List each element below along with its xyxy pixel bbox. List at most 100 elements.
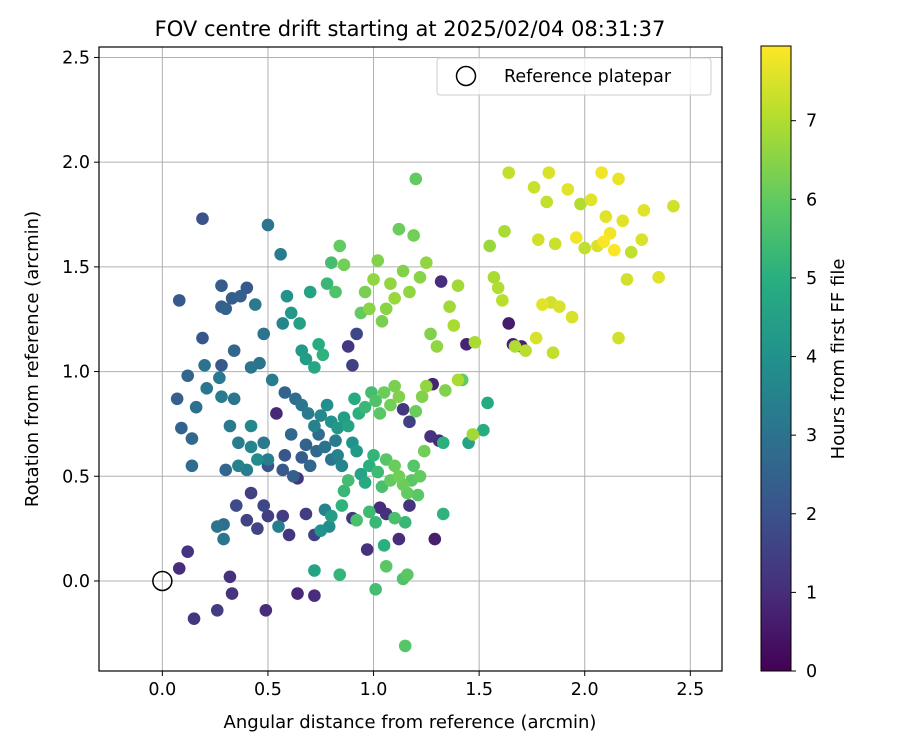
data-point	[652, 271, 665, 284]
data-point	[413, 469, 427, 483]
chart-title: FOV centre drift starting at 2025/02/04 …	[155, 17, 666, 41]
data-point	[172, 562, 186, 575]
data-point	[299, 438, 313, 452]
data-point	[360, 543, 374, 556]
x-tick-label: 1.5	[465, 680, 493, 700]
data-point	[301, 407, 315, 420]
data-point	[396, 402, 410, 416]
data-point	[341, 419, 355, 433]
data-point	[200, 382, 214, 395]
data-point	[388, 379, 401, 393]
plot-frame	[98, 46, 723, 672]
data-point	[278, 386, 292, 399]
data-point	[341, 340, 355, 353]
colorbar-label: Hours from first FF file	[828, 259, 849, 460]
data-point	[424, 327, 437, 341]
data-point	[219, 302, 233, 316]
data-point	[314, 409, 328, 422]
data-point	[373, 407, 387, 420]
data-point	[248, 298, 262, 311]
data-point	[350, 513, 363, 527]
grid	[99, 47, 722, 671]
colorbar-tick-label: 2	[806, 505, 817, 525]
data-point	[308, 589, 321, 602]
data-point	[308, 564, 321, 577]
data-point	[244, 440, 258, 454]
data-point	[388, 511, 401, 525]
legend-entry-label: Reference platepar	[504, 67, 672, 87]
data-point	[369, 583, 382, 596]
data-point	[175, 421, 188, 435]
data-point	[219, 463, 233, 477]
data-point	[308, 419, 321, 433]
reference-marker	[152, 570, 173, 592]
data-point	[409, 405, 423, 418]
data-point	[542, 166, 556, 179]
data-point	[398, 516, 412, 529]
data-point	[369, 516, 382, 529]
data-point	[536, 298, 549, 311]
data-point	[561, 183, 575, 196]
data-point	[240, 513, 254, 527]
data-point	[318, 440, 332, 454]
data-point	[303, 459, 317, 473]
x-tick-label: 2.0	[571, 680, 599, 700]
data-point	[276, 463, 290, 477]
data-point	[232, 459, 245, 473]
data-point	[439, 384, 452, 397]
data-point	[392, 222, 406, 236]
data-point	[217, 532, 230, 546]
data-point	[548, 237, 562, 251]
data-point	[270, 407, 283, 420]
data-point	[257, 436, 271, 450]
data-point	[595, 166, 608, 179]
data-point	[508, 340, 522, 353]
data-point	[333, 568, 347, 581]
data-point	[388, 459, 401, 473]
data-point	[367, 273, 380, 286]
data-point	[468, 335, 482, 349]
data-point	[436, 507, 450, 521]
data-point	[181, 369, 194, 383]
colorbar-axis: 0 1 2 3 4 5 6 7	[791, 112, 817, 682]
data-point	[540, 195, 554, 209]
data-point	[257, 327, 271, 341]
data-point	[227, 344, 241, 357]
data-point	[428, 532, 442, 546]
data-point	[430, 340, 444, 353]
y-tick-label: 1.0	[62, 363, 90, 383]
y-tick-label: 0.5	[62, 467, 90, 487]
data-point	[280, 289, 294, 303]
data-point	[409, 172, 423, 186]
data-point	[411, 488, 425, 502]
data-point	[337, 484, 351, 498]
data-point	[443, 300, 456, 313]
data-point	[487, 271, 501, 284]
data-point	[295, 451, 309, 464]
data-point	[325, 509, 338, 523]
data-point	[196, 331, 209, 345]
data-point	[502, 166, 516, 179]
data-point	[413, 271, 427, 284]
data-point	[496, 294, 509, 307]
data-point	[185, 432, 199, 445]
legend-reference-marker	[455, 65, 477, 87]
data-point	[403, 415, 416, 429]
data-point	[519, 344, 532, 357]
data-point	[424, 430, 437, 443]
legend: Reference platepar	[436, 57, 712, 96]
colorbar-tick-label: 1	[806, 583, 817, 603]
data-point	[358, 476, 372, 489]
data-point	[210, 520, 224, 533]
data-point	[546, 346, 560, 360]
data-point	[451, 279, 465, 293]
data-point	[335, 459, 349, 473]
data-point	[329, 285, 342, 299]
data-point	[314, 524, 328, 538]
y-tick-label: 2.0	[62, 153, 90, 173]
data-point	[181, 545, 194, 558]
y-tick-label: 0.0	[62, 572, 90, 592]
data-point	[346, 358, 359, 372]
data-point	[371, 254, 385, 267]
data-point	[667, 199, 680, 213]
